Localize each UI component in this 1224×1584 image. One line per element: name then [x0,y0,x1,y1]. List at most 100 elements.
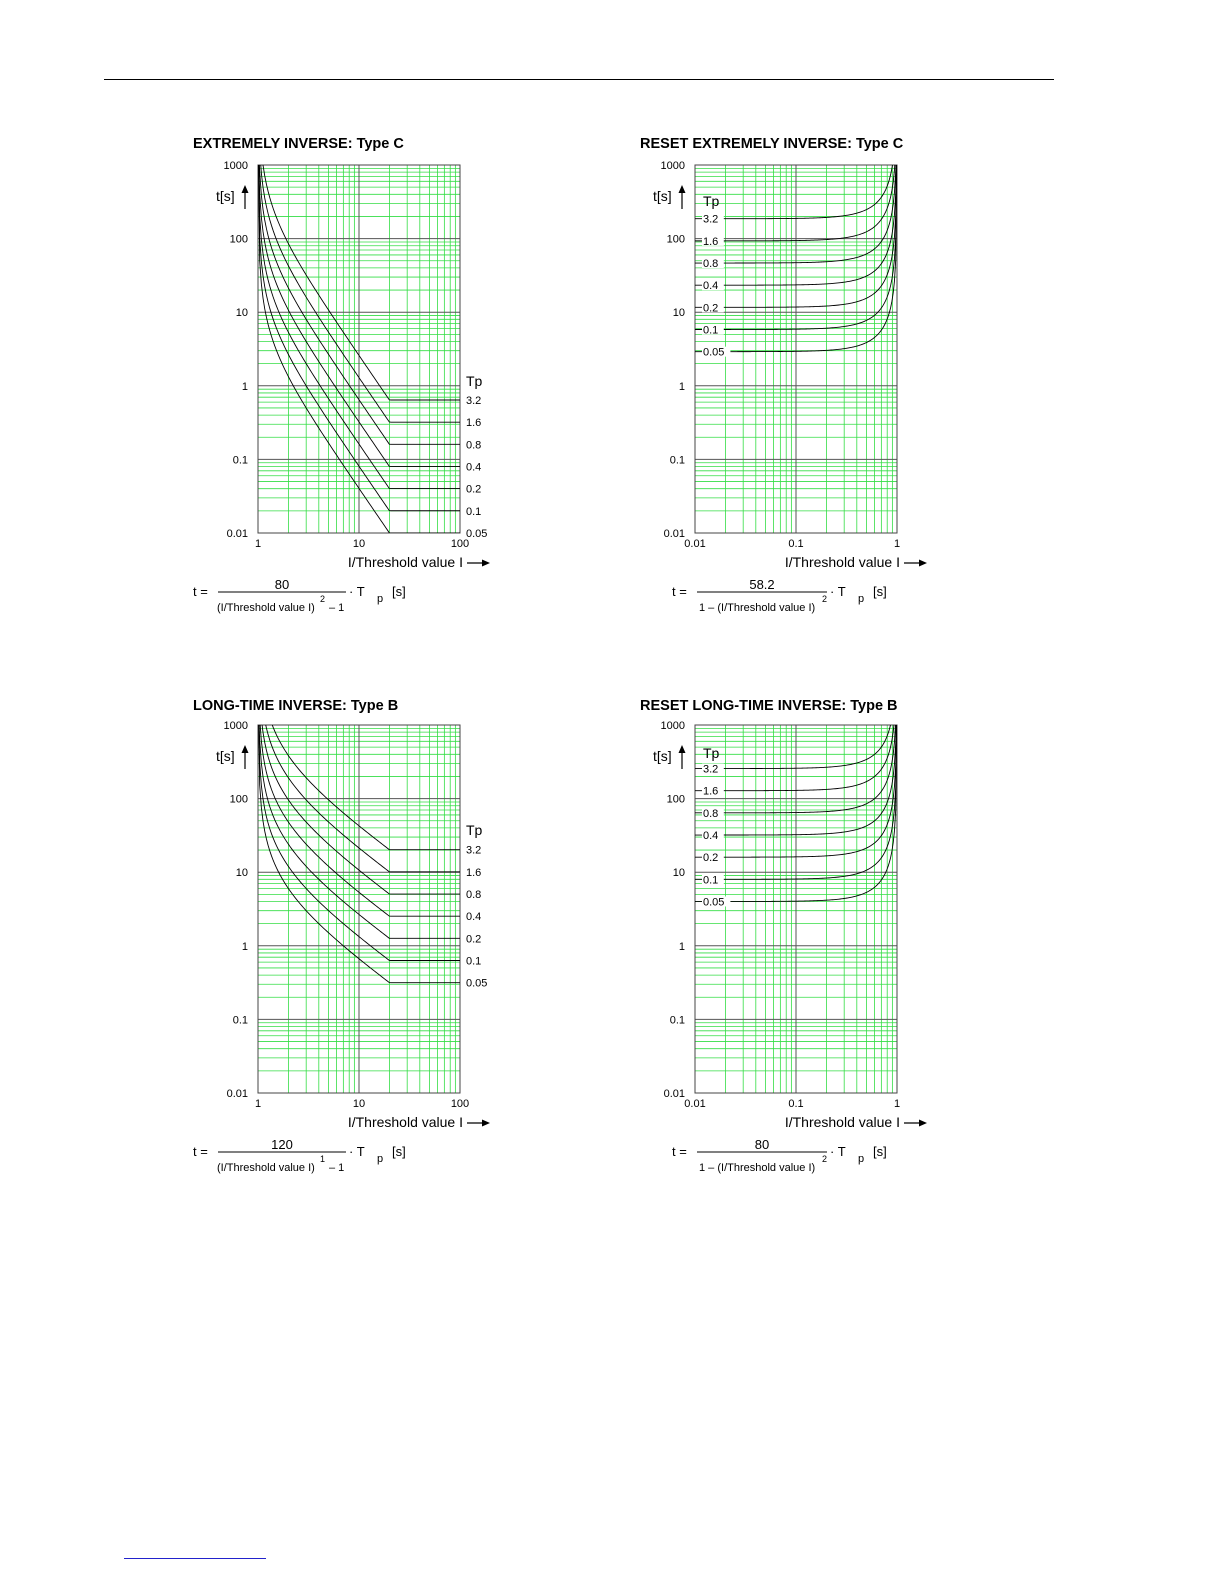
formula-exponent: 2 [822,594,827,604]
tp-label-bg [702,324,724,335]
x-axis-arrowhead [919,1119,927,1127]
y-tick-label: 1000 [224,720,248,732]
formula-times-tp: · T [349,1144,365,1159]
tp-label-bg [702,302,724,313]
y-tick-label: 1000 [224,160,248,172]
x-axis-label: I/Threshold value I [348,554,463,570]
y-tick-label: 0.1 [233,454,248,466]
formula-denominator: 1 – (I/Threshold value I) [699,1162,815,1174]
y-tick-label: 1 [679,941,685,953]
tp-label: 3.2 [703,764,718,776]
tp-label: 0.2 [466,484,481,496]
y-tick-label: 1 [242,381,248,393]
tp-label: 0.1 [703,325,718,337]
plot-frame [694,164,898,534]
curve-tp-0_8 [695,165,897,264]
y-tick-label: 0.01 [227,1088,248,1100]
formula-minus-one: – 1 [329,602,344,614]
tp-label: 0.05 [703,347,724,359]
tp-label: 0.8 [466,439,481,451]
plot-frame [257,724,461,1094]
chart-3: LONG-TIME INVERSE: Type B0.010.111010010… [193,698,490,1174]
curve-tp-1_6 [260,165,460,423]
curve-tp-0_1 [258,165,460,512]
formula-unit: [s] [392,1144,406,1159]
curve-tp-0_4 [259,725,460,917]
tp-legend-title: Tp [703,193,720,209]
x-axis-arrowhead [919,559,927,567]
tp-label: 0.8 [703,258,718,270]
x-tick-label: 100 [451,1098,469,1110]
tp-legend-title: Tp [466,822,483,838]
tp-label-bg [702,280,724,291]
chart-title: LONG-TIME INVERSE: Type B [193,698,398,714]
tp-label-bg [702,213,724,224]
tp-label: 0.1 [466,955,481,967]
tp-label: 3.2 [466,395,481,407]
curve-tp-0_1 [695,725,897,880]
y-tick-label: 100 [667,794,685,806]
formula-prefix: t = [672,584,687,599]
formula-unit: [s] [873,1144,887,1159]
formula-numerator: 80 [755,1137,769,1152]
tp-label-bg [702,763,724,774]
curve-tp-0_4 [695,165,897,286]
chart-title: EXTREMELY INVERSE: Type C [193,136,404,152]
y-axis-label: t[s] [653,188,672,204]
y-tick-label: 1 [242,941,248,953]
curve-tp-3_2 [262,165,460,401]
chart-2: RESET EXTREMELY INVERSE: Type C 0.01 0.1 1 1… [640,136,927,614]
formula-times-tp: · T [830,1144,846,1159]
x-tick-label: 10 [353,538,365,550]
formula-times-tp: · T [349,584,365,599]
tp-label: 3.2 [703,214,718,226]
tp-label-bg [702,874,724,885]
tp-label-bg [702,830,724,841]
tp-label: 0.1 [466,506,481,518]
curve-tp-3_2 [695,165,893,220]
curve-tp-0_2 [695,165,897,308]
x-tick-label: 0.01 [684,538,705,550]
y-axis-label: t[s] [216,188,235,204]
formula-subscript: p [858,1153,864,1165]
tp-label: 0.05 [466,528,487,540]
formula-denominator: 1 – (I/Threshold value I) [699,602,815,614]
tp-label: 0.2 [703,852,718,864]
y-tick-label: 10 [673,867,685,879]
curve-tp-0_2 [258,725,460,939]
y-tick-label: 100 [230,234,248,246]
curve-tp-0_8 [695,725,896,814]
tp-label-bg [702,785,724,796]
formula-prefix: t = [193,584,208,599]
tp-label: 0.4 [703,280,718,292]
y-tick-label: 0.1 [670,454,685,466]
y-axis-arrowhead [241,185,249,193]
tp-label: 0.05 [703,896,724,908]
tp-label: 3.2 [466,845,481,857]
y-tick-label: 10 [673,307,685,319]
curve-tp-0_1 [258,725,460,961]
x-tick-label: 100 [451,538,469,550]
curve-tp-0_05 [258,165,460,533]
plot-frame [694,724,898,1094]
tp-label: 0.4 [466,461,481,473]
x-axis-arrowhead [482,1119,490,1127]
formula-exponent: 2 [822,1154,827,1164]
y-axis-arrowhead [241,745,249,753]
x-axis-label: I/Threshold value I [785,1114,900,1130]
y-tick-label: 100 [230,794,248,806]
formula-subscript: p [858,593,864,605]
formula-subscript: p [377,593,383,605]
tp-label: 0.8 [703,808,718,820]
curve-tp-0_4 [695,725,897,836]
formula-numerator: 80 [275,577,289,592]
curve-tp-3_2 [695,725,891,769]
chart-4: RESET LONG-TIME INVERSE: Type B 0.01 0.1 1 1… [640,698,927,1174]
y-tick-label: 1000 [661,160,685,172]
tp-label: 0.1 [703,874,718,886]
tp-label: 0.4 [466,911,481,923]
x-tick-label: 1 [255,1098,261,1110]
tp-label: 1.6 [466,417,481,429]
